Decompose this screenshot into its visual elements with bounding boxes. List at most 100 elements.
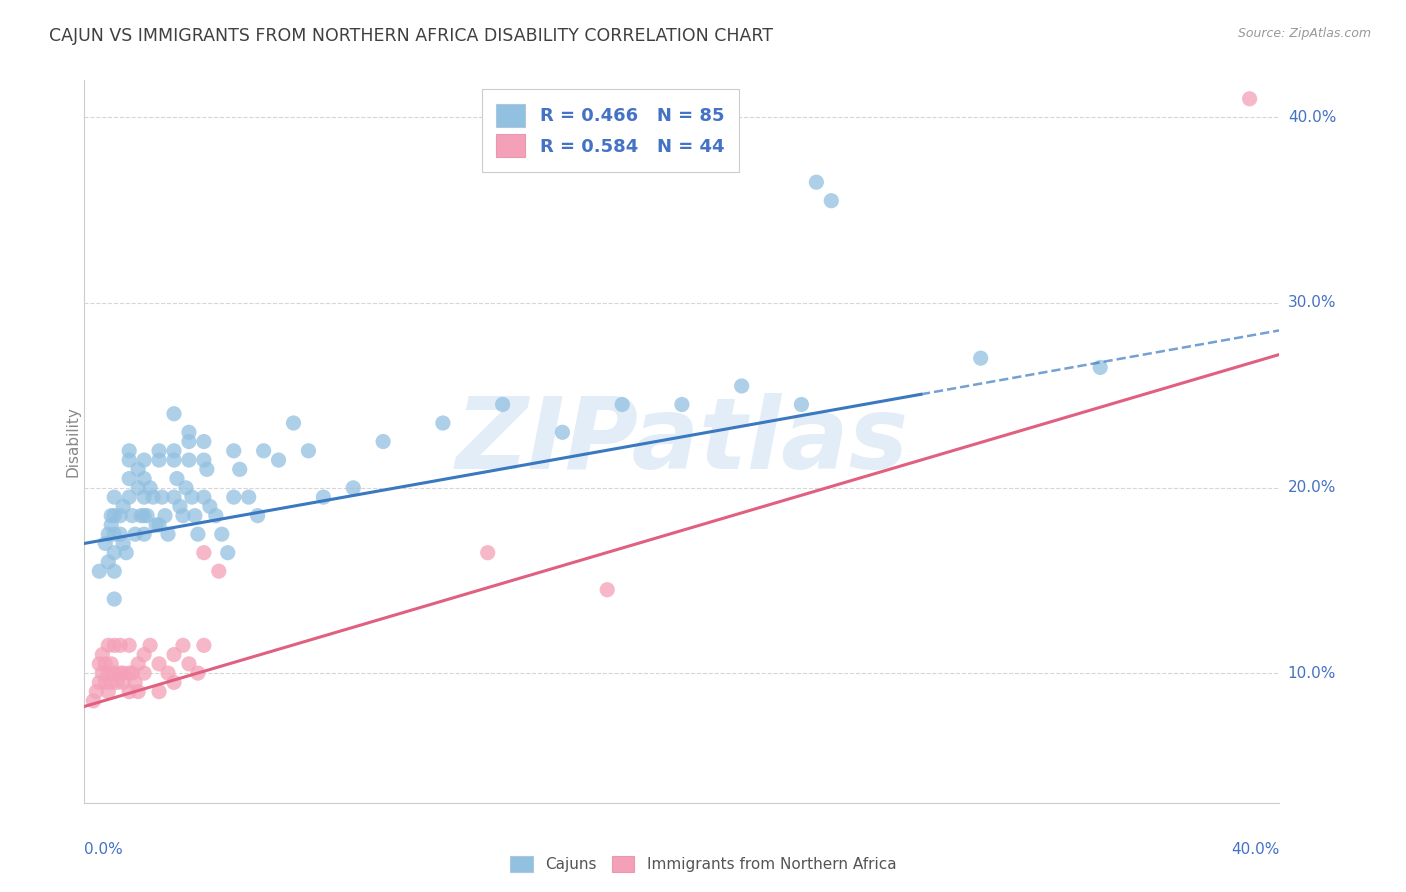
Point	[222, 443, 245, 458]
Point	[142, 490, 165, 504]
Point	[208, 564, 231, 578]
Point	[187, 527, 209, 541]
Point	[127, 684, 149, 698]
Point	[193, 434, 215, 449]
Point	[148, 453, 170, 467]
Point	[193, 546, 215, 560]
Point	[112, 666, 135, 681]
Point	[145, 517, 167, 532]
Point	[124, 527, 146, 541]
Point	[195, 462, 218, 476]
Point	[110, 508, 132, 523]
Point	[492, 397, 515, 411]
Point	[297, 443, 319, 458]
Point	[198, 500, 221, 514]
Point	[100, 508, 122, 523]
Point	[103, 666, 125, 681]
Legend: R = 0.466   N = 85, R = 0.584   N = 44: R = 0.466 N = 85, R = 0.584 N = 44	[482, 89, 738, 172]
Point	[121, 508, 143, 523]
Point	[103, 638, 125, 652]
Point	[103, 490, 125, 504]
Point	[184, 508, 207, 523]
Point	[91, 648, 114, 662]
Point	[177, 657, 200, 671]
Point	[94, 536, 117, 550]
Text: 0.0%: 0.0%	[84, 842, 124, 856]
Point	[193, 490, 215, 504]
Text: ZIPatlas: ZIPatlas	[456, 393, 908, 490]
Point	[205, 508, 228, 523]
Point	[806, 175, 828, 189]
Point	[193, 638, 215, 652]
Point	[139, 481, 162, 495]
Point	[86, 684, 108, 698]
Point	[100, 517, 122, 532]
Point	[110, 638, 132, 652]
Text: 30.0%: 30.0%	[1288, 295, 1336, 310]
Point	[132, 490, 156, 504]
Point	[110, 527, 132, 541]
Point	[283, 416, 305, 430]
Point	[118, 472, 141, 486]
Point	[89, 657, 111, 671]
Point	[118, 666, 141, 681]
Point	[118, 638, 141, 652]
Point	[103, 592, 125, 607]
Point	[163, 407, 186, 421]
Point	[94, 657, 117, 671]
Point	[112, 536, 135, 550]
Point	[373, 434, 395, 449]
Y-axis label: Disability: Disability	[65, 406, 80, 477]
Point	[148, 443, 170, 458]
Point	[97, 555, 120, 569]
Point	[477, 546, 499, 560]
Point	[103, 564, 125, 578]
Point	[82, 694, 104, 708]
Point	[166, 472, 188, 486]
Point	[132, 453, 156, 467]
Point	[100, 675, 122, 690]
Point	[1239, 92, 1261, 106]
Point	[97, 684, 120, 698]
Point	[136, 508, 159, 523]
Point	[150, 490, 173, 504]
Point	[112, 675, 135, 690]
Point	[217, 546, 239, 560]
Point	[177, 434, 200, 449]
Point	[169, 500, 191, 514]
Point	[127, 657, 149, 671]
Point	[181, 490, 204, 504]
Point	[163, 675, 186, 690]
Point	[163, 443, 186, 458]
Point	[127, 481, 149, 495]
Point	[89, 675, 111, 690]
Text: CAJUN VS IMMIGRANTS FROM NORTHERN AFRICA DISABILITY CORRELATION CHART: CAJUN VS IMMIGRANTS FROM NORTHERN AFRICA…	[49, 27, 773, 45]
Point	[100, 657, 122, 671]
Point	[112, 500, 135, 514]
Point	[103, 508, 125, 523]
Point	[132, 508, 156, 523]
Point	[105, 675, 128, 690]
Point	[238, 490, 260, 504]
Point	[551, 425, 574, 440]
Point	[228, 462, 252, 476]
Point	[1090, 360, 1112, 375]
Point	[596, 582, 619, 597]
Point	[124, 675, 146, 690]
Point	[127, 462, 149, 476]
Point	[132, 472, 156, 486]
Point	[110, 666, 132, 681]
Point	[177, 425, 200, 440]
Text: 10.0%: 10.0%	[1288, 665, 1336, 681]
Point	[103, 546, 125, 560]
Point	[132, 527, 156, 541]
Point	[211, 527, 233, 541]
Point	[172, 638, 194, 652]
Point	[148, 684, 170, 698]
Point	[89, 564, 111, 578]
Point	[970, 351, 993, 366]
Point	[148, 657, 170, 671]
Point	[163, 648, 186, 662]
Point	[121, 666, 143, 681]
Point	[612, 397, 634, 411]
